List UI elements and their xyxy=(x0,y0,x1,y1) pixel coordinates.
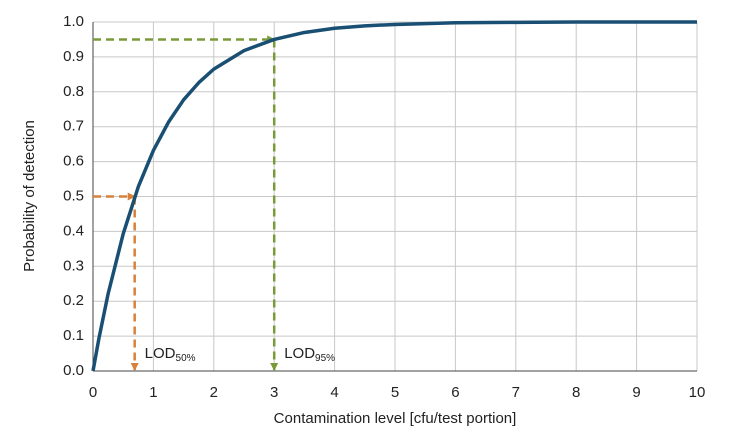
y-tick-label: 0.3 xyxy=(63,257,84,274)
series-line xyxy=(91,20,697,372)
x-tick-label: 6 xyxy=(451,384,459,401)
x-tick-label: 9 xyxy=(632,384,640,401)
lod-label: LOD50% xyxy=(145,345,196,364)
x-tick-label: 3 xyxy=(270,384,278,401)
x-tick-label: 1 xyxy=(149,384,157,401)
y-tick-label: 0.4 xyxy=(63,222,84,239)
x-tick-label: 2 xyxy=(210,384,218,401)
x-tick-label: 4 xyxy=(330,384,338,401)
x-tick-label: 10 xyxy=(689,384,706,401)
y-tick-label: 0.5 xyxy=(63,187,84,204)
y-tick-label: 1.0 xyxy=(63,13,84,30)
lod-label-main: LOD xyxy=(145,345,176,362)
lod-label-main: LOD xyxy=(284,345,315,362)
y-axis-label: Probability of detection xyxy=(21,120,38,272)
x-tick-label: 8 xyxy=(572,384,580,401)
lod-label-subscript: 50% xyxy=(176,353,196,364)
x-tick-label: 0 xyxy=(89,384,97,401)
lod-label-subscript: 95% xyxy=(315,353,335,364)
y-tick-label: 0.9 xyxy=(63,48,84,65)
x-tick-label: 5 xyxy=(391,384,399,401)
x-axis-label: Contamination level [cfu/test portion] xyxy=(274,410,517,427)
y-tick-label: 0.2 xyxy=(63,292,84,309)
y-tick-label: 0.0 xyxy=(63,362,84,379)
y-tick-label: 0.7 xyxy=(63,118,84,135)
x-tick-label: 7 xyxy=(512,384,520,401)
y-tick-label: 0.1 xyxy=(63,327,84,344)
y-tick-label: 0.6 xyxy=(63,153,84,170)
y-tick-label: 0.8 xyxy=(63,83,84,100)
lod-label: LOD95% xyxy=(284,345,335,364)
